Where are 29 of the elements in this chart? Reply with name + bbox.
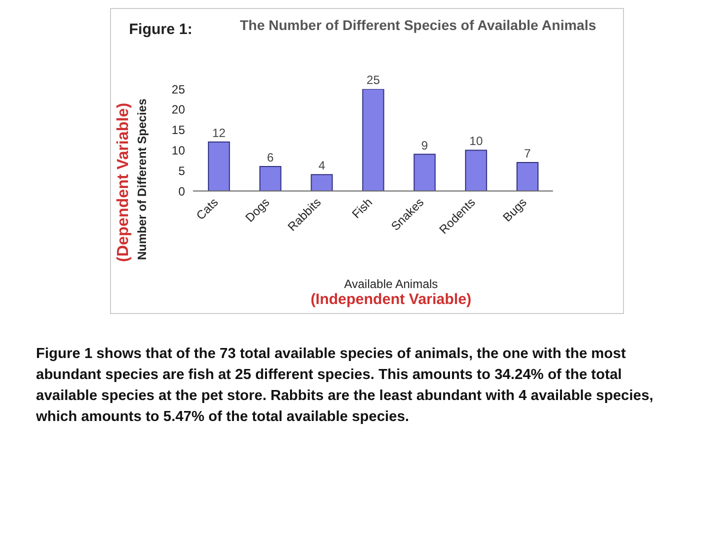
- chart-title: The Number of Different Species of Available Animals: [238, 17, 598, 33]
- y-tick-label: 0: [178, 184, 186, 198]
- text: (Dependent Variable): [115, 101, 133, 264]
- data-label: 9: [421, 138, 428, 152]
- bar: [414, 154, 436, 191]
- data-label: 25: [366, 73, 380, 87]
- data-label: 6: [267, 150, 274, 165]
- data-label: 4: [318, 158, 326, 173]
- y-axis-title: Number of Different Species: [135, 97, 149, 262]
- x-tick-label: Fish: [349, 195, 376, 222]
- x-axis-title: Available Animals: [343, 277, 439, 291]
- bar: [208, 142, 230, 191]
- y-tick-label: 20: [172, 102, 186, 117]
- y-tick-label: 25: [172, 82, 186, 96]
- bar: [362, 89, 384, 191]
- caption: Figure 1 shows that of the 73 total available species of animals, the one with the most abundant species are fish at 25 different species. This amounts to 34.24% of the total available species at the pet store. Rabbits are the least abundant with 4 available species, which amounts to 5.47% of the total available species.: [36, 345, 654, 427]
- data-label: 12: [212, 126, 226, 140]
- bar: [259, 166, 282, 191]
- y-tick-label: 15: [172, 123, 186, 138]
- bar: [465, 150, 488, 191]
- caption: Figure 1:: [129, 21, 192, 38]
- y-tick-label: 5: [178, 164, 186, 178]
- x-tick-label: Cats: [193, 195, 221, 223]
- bar: [516, 162, 538, 191]
- bar: [310, 174, 333, 191]
- y-tick-label: 10: [172, 143, 186, 158]
- text: (Independent Variable): [310, 291, 472, 308]
- data-label: 10: [469, 134, 484, 148]
- data-label: 7: [524, 146, 532, 160]
